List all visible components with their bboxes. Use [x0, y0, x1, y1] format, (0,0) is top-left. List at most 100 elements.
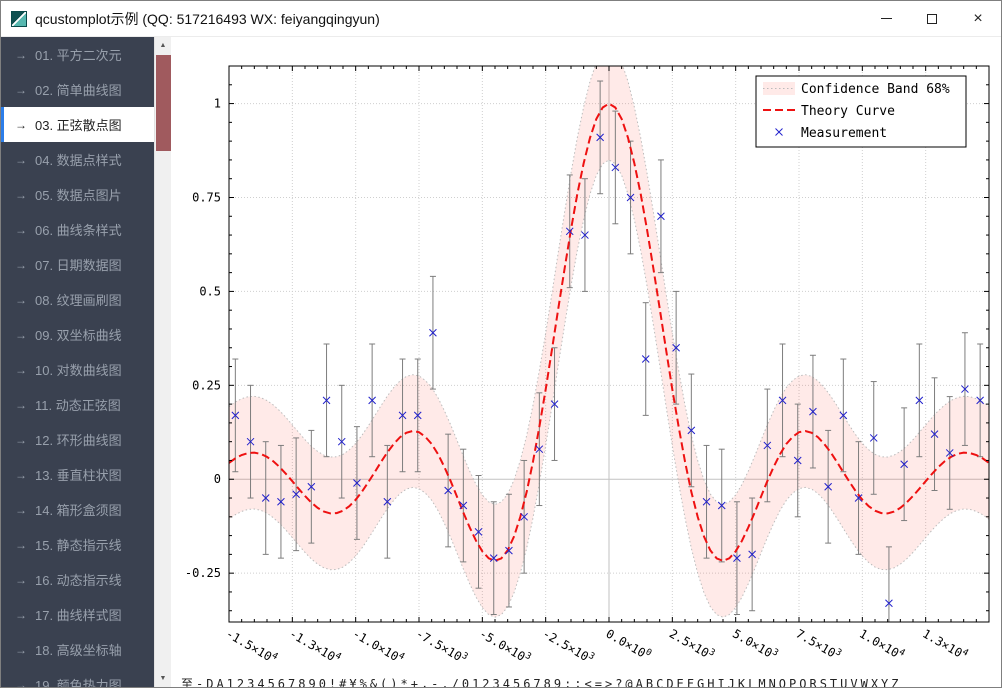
sidebar-scrollbar[interactable]: ▲ ▼ — [154, 37, 171, 687]
maximize-button[interactable] — [909, 1, 955, 36]
sidebar-item[interactable]: → 16. 动态指示线 — [1, 562, 154, 597]
x-tick-label: -5.0×103 — [477, 626, 533, 667]
close-button[interactable]: × — [955, 1, 1001, 36]
arrow-icon: → — [15, 502, 27, 517]
sidebar-item[interactable]: → 12. 环形曲线图 — [1, 422, 154, 457]
x-tick-label: 7.5×103 — [794, 626, 844, 663]
sidebar-item[interactable]: → 02. 简单曲线图 — [1, 72, 154, 107]
sidebar-item[interactable]: → 09. 双坐标曲线 — [1, 317, 154, 352]
sidebar: → 01. 平方二次元 → 02. 简单曲线图 → 03. 正弦散点图 → 04. 数据点样式… — [1, 37, 171, 687]
sidebar-item-label: 12. 环形曲线图 — [35, 433, 122, 448]
legend-label: Theory Curve — [801, 104, 895, 119]
scrollbar-thumb[interactable] — [156, 55, 171, 151]
arrow-icon: → — [15, 677, 27, 688]
x-tick-label: 2.5×103 — [667, 626, 717, 663]
minimize-icon — [880, 18, 892, 19]
arrow-icon: → — [15, 187, 27, 202]
arrow-icon: → — [15, 222, 27, 237]
sidebar-item[interactable]: → 06. 曲线条样式 — [1, 212, 154, 247]
measurement-points — [231, 133, 984, 608]
sidebar-item-label: 06. 曲线条样式 — [35, 223, 122, 238]
sidebar-item-label: 04. 数据点样式 — [35, 153, 122, 168]
sidebar-item[interactable]: → 03. 正弦散点图 — [1, 107, 154, 142]
x-tick-label: -1.3×104 — [287, 626, 343, 667]
sidebar-item-label: 05. 数据点图片 — [35, 188, 122, 203]
sidebar-item-label: 02. 简单曲线图 — [35, 83, 122, 98]
x-tick-label: 1.0×104 — [857, 626, 907, 663]
y-tick-label: 1 — [214, 97, 221, 111]
window-controls: × — [863, 1, 1001, 36]
arrow-icon: → — [15, 467, 27, 482]
sidebar-item[interactable]: → 19. 颜色热力图 — [1, 667, 154, 688]
arrow-icon: → — [15, 537, 27, 552]
sidebar-item-label: 09. 双坐标曲线 — [35, 328, 122, 343]
scrollbar-down-arrow[interactable]: ▼ — [159, 675, 167, 682]
scrollbar-up-arrow[interactable]: ▲ — [159, 42, 167, 49]
sidebar-item-label: 03. 正弦散点图 — [35, 118, 122, 133]
app-body: → 01. 平方二次元 → 02. 简单曲线图 → 03. 正弦散点图 → 04. 数据点样式… — [1, 37, 1001, 687]
arrow-icon: → — [15, 432, 27, 447]
sidebar-item[interactable]: → 18. 高级坐标轴 — [1, 632, 154, 667]
sidebar-item-label: 15. 静态指示线 — [35, 538, 122, 553]
band-lower-edge — [229, 159, 989, 618]
sidebar-item[interactable]: → 10. 对数曲线图 — [1, 352, 154, 387]
sidebar-item-label: 16. 动态指示线 — [35, 573, 122, 588]
sidebar-item-label: 11. 动态正弦图 — [35, 398, 121, 413]
band-upper-edge — [229, 66, 989, 506]
sidebar-item[interactable]: → 01. 平方二次元 — [1, 37, 154, 72]
arrow-icon: → — [15, 117, 27, 132]
x-tick-label: 0.0×100 — [604, 626, 654, 663]
x-tick-label: -2.5×103 — [540, 626, 596, 667]
x-tick-label: 1.3×104 — [920, 626, 970, 663]
sidebar-item[interactable]: → 13. 垂直柱状图 — [1, 457, 154, 492]
axis-ticks — [228, 65, 989, 622]
y-tick-label: 0.75 — [192, 190, 221, 204]
legend-label: Confidence Band 68% — [801, 82, 950, 97]
y-tick-label: -0.25 — [185, 566, 221, 580]
clipped-text-strip: 至-DA1234567890!#¥%&()*+,-./0123456789:;<… — [181, 678, 902, 687]
titlebar: qcustomplot示例 (QQ: 517216493 WX: feiyang… — [1, 1, 1001, 37]
sidebar-item[interactable]: → 11. 动态正弦图 — [1, 387, 154, 422]
confidence-band — [229, 66, 989, 618]
arrow-icon: → — [15, 362, 27, 377]
sidebar-item[interactable]: → 05. 数据点图片 — [1, 177, 154, 212]
x-tick-label: -7.5×103 — [414, 626, 470, 667]
sidebar-item[interactable]: → 17. 曲线样式图 — [1, 597, 154, 632]
sidebar-item-label: 18. 高级坐标轴 — [35, 643, 122, 658]
y-tick-label: 0.5 — [199, 284, 221, 298]
arrow-icon: → — [15, 607, 27, 622]
arrow-icon: → — [15, 642, 27, 657]
sidebar-item[interactable]: → 08. 纹理画刷图 — [1, 282, 154, 317]
y-tick-label: 0 — [214, 472, 221, 486]
sidebar-item-label: 19. 颜色热力图 — [35, 678, 122, 687]
y-tick-label: 0.25 — [192, 378, 221, 392]
arrow-icon: → — [15, 82, 27, 97]
x-tick-label: 5.0×103 — [730, 626, 780, 663]
sidebar-item-label: 10. 对数曲线图 — [35, 363, 122, 378]
arrow-icon: → — [15, 327, 27, 342]
sidebar-item-label: 01. 平方二次元 — [35, 48, 122, 63]
sidebar-item-label: 17. 曲线样式图 — [35, 608, 122, 623]
sidebar-item[interactable]: → 07. 日期数据图 — [1, 247, 154, 282]
minimize-button[interactable] — [863, 1, 909, 36]
arrow-icon: → — [15, 152, 27, 167]
arrow-icon: → — [15, 292, 27, 307]
sidebar-item[interactable]: → 04. 数据点样式 — [1, 142, 154, 177]
sidebar-item[interactable]: → 15. 静态指示线 — [1, 527, 154, 562]
app-icon — [11, 10, 27, 27]
sidebar-item-label: 14. 箱形盒须图 — [35, 503, 122, 518]
maximize-icon — [927, 13, 937, 24]
sinc-scatter-plot[interactable]: -1.5×104 -1.3×104 -1.0×104 -7.5×103 -5.0×103… — [171, 37, 1002, 689]
theory-curve — [229, 102, 989, 562]
sidebar-item-label: 07. 日期数据图 — [35, 258, 122, 273]
legend-label: Measurement — [801, 126, 887, 141]
arrow-icon: → — [15, 397, 27, 412]
arrow-icon: → — [15, 257, 27, 272]
sidebar-item-label: 08. 纹理画刷图 — [35, 293, 122, 308]
close-icon: × — [973, 9, 983, 27]
sidebar-nav-list: → 01. 平方二次元 → 02. 简单曲线图 → 03. 正弦散点图 → 04. 数据点样式… — [1, 37, 154, 687]
legend[interactable]: Confidence Band 68% Theory Curve Measureme… — [755, 75, 967, 148]
window-title: qcustomplot示例 (QQ: 517216493 WX: feiyang… — [35, 10, 380, 27]
sidebar-item[interactable]: → 14. 箱形盒须图 — [1, 492, 154, 527]
